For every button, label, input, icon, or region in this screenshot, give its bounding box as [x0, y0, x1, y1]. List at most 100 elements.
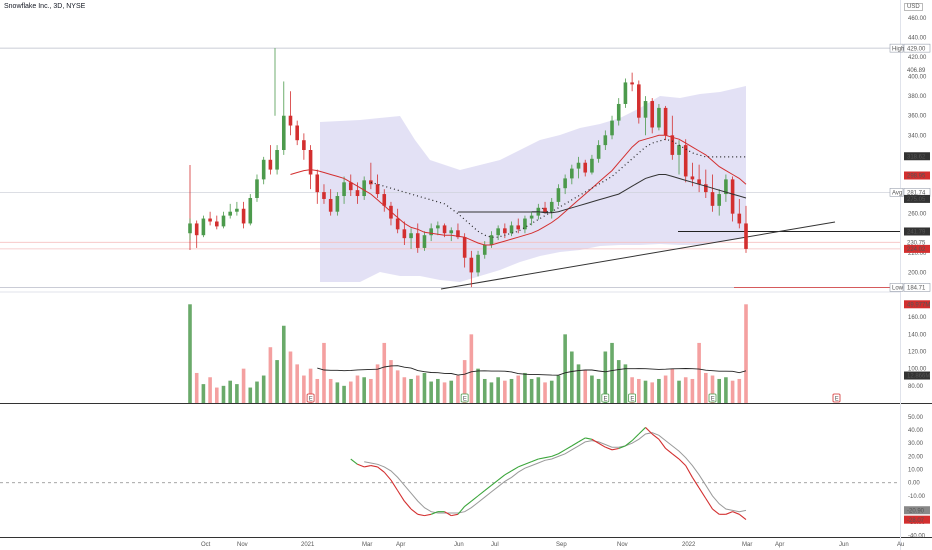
- price-axis-label-bg: [904, 227, 930, 236]
- earnings-marker-label: E: [604, 397, 608, 403]
- candle-body: [436, 225, 440, 229]
- candle-body: [704, 184, 708, 193]
- volume-bar: [449, 380, 454, 403]
- candle-body: [496, 228, 500, 236]
- volume-bar: [503, 380, 507, 403]
- candle-body: [248, 197, 253, 224]
- volume-bar: [188, 304, 192, 403]
- macd-tick-label: 20.00: [908, 454, 924, 460]
- volume-bar: [288, 351, 293, 403]
- price-axis-label: 406.89: [907, 68, 926, 74]
- volume-bar: [630, 377, 634, 403]
- macd-line: [651, 433, 660, 440]
- macd-line: [377, 466, 385, 473]
- candle-body: [509, 225, 514, 234]
- candle-body: [422, 235, 427, 248]
- macd-line: [585, 437, 593, 440]
- price-axis-label: 275.05: [907, 197, 926, 203]
- price-tick-label: 340.00: [908, 133, 927, 139]
- macd-line: [397, 490, 405, 502]
- candle-body: [449, 230, 454, 234]
- macd-line: [504, 470, 512, 476]
- earnings-marker: [708, 393, 717, 403]
- volume-tick-label: 160.00: [908, 315, 927, 321]
- volume-bar: [650, 382, 655, 403]
- time-axis-label: Jun: [839, 542, 849, 548]
- volume-bar: [496, 377, 500, 403]
- volume-bar: [683, 377, 688, 403]
- volume-bar: [235, 384, 239, 403]
- currency-badge[interactable]: USD: [904, 3, 923, 11]
- volume-bar: [697, 342, 701, 403]
- candle-body: [576, 162, 581, 169]
- volume-bar: [576, 364, 581, 403]
- macd-line: [364, 465, 371, 468]
- candle-body: [201, 218, 206, 236]
- volume-bar: [402, 377, 407, 403]
- volume-bar: [744, 304, 748, 403]
- candle-body: [603, 135, 608, 146]
- candle-body: [650, 101, 655, 128]
- candle-body: [214, 221, 219, 227]
- macd-line: [424, 513, 432, 517]
- volume-bar: [462, 360, 467, 403]
- macd-line: [605, 446, 613, 451]
- price-tick-label: 380.00: [908, 94, 927, 100]
- volume-bar: [623, 364, 628, 403]
- macd-tick-label: 10.00: [908, 468, 924, 474]
- candle-body: [543, 207, 547, 212]
- candle-body: [429, 228, 433, 236]
- volume-bar: [710, 375, 715, 403]
- volume-bar: [603, 351, 608, 403]
- candle-body: [281, 115, 286, 150]
- volume-bar: [670, 368, 675, 403]
- price-axis-label: 230.75: [907, 241, 926, 247]
- volume-bar: [724, 377, 728, 403]
- price-tick-label: 460.00: [908, 16, 927, 22]
- volume-tick-label: 140.00: [908, 332, 927, 338]
- volume-bar: [268, 347, 273, 403]
- price-axis-label-tag: Avg: [892, 191, 902, 197]
- macd-line: [544, 455, 552, 459]
- macd-line: [638, 427, 646, 435]
- candle-body: [616, 103, 621, 121]
- macd-line: [671, 453, 680, 460]
- macd-line: [551, 453, 559, 457]
- candle-body: [355, 190, 360, 197]
- volume-axis-label: 12.866M: [907, 374, 930, 380]
- volume-bar: [663, 375, 668, 403]
- volume-axis-label-bg: [904, 371, 930, 380]
- volume-bar: [328, 378, 333, 403]
- volume-bar: [194, 372, 199, 403]
- time-axis-label: Au: [897, 542, 904, 548]
- candle-body: [255, 179, 259, 198]
- volume-bar: [342, 385, 346, 403]
- price-axis-label-tag: Low: [892, 286, 904, 292]
- volume-bar: [690, 378, 695, 403]
- volume-axis-label: 49.977M: [907, 302, 930, 308]
- volume-tick-label: 120.00: [908, 350, 927, 356]
- macd-line: [598, 442, 606, 448]
- price-tick-label: 440.00: [908, 35, 927, 41]
- earnings-marker: [460, 393, 469, 403]
- macd-line: [417, 513, 425, 517]
- volume-bar: [415, 375, 420, 403]
- candle-body: [717, 194, 722, 206]
- earnings-marker: [628, 393, 637, 403]
- candle-body: [556, 188, 561, 202]
- macd-tick-label: 40.00: [908, 428, 924, 434]
- candle-body: [623, 82, 628, 104]
- candle-body: [295, 125, 299, 141]
- price-axis-label-bg: [904, 194, 930, 203]
- candle-body: [442, 225, 447, 234]
- candle-body: [523, 218, 527, 230]
- candle-body: [637, 84, 641, 118]
- macd-axis-label: -20.90: [907, 508, 925, 514]
- volume-bar: [429, 381, 433, 403]
- volume-bar: [730, 380, 735, 403]
- macd-line: [631, 433, 640, 441]
- price-tick-label: 200.00: [908, 270, 927, 276]
- macd-line: [531, 458, 539, 463]
- candle-body: [529, 215, 534, 219]
